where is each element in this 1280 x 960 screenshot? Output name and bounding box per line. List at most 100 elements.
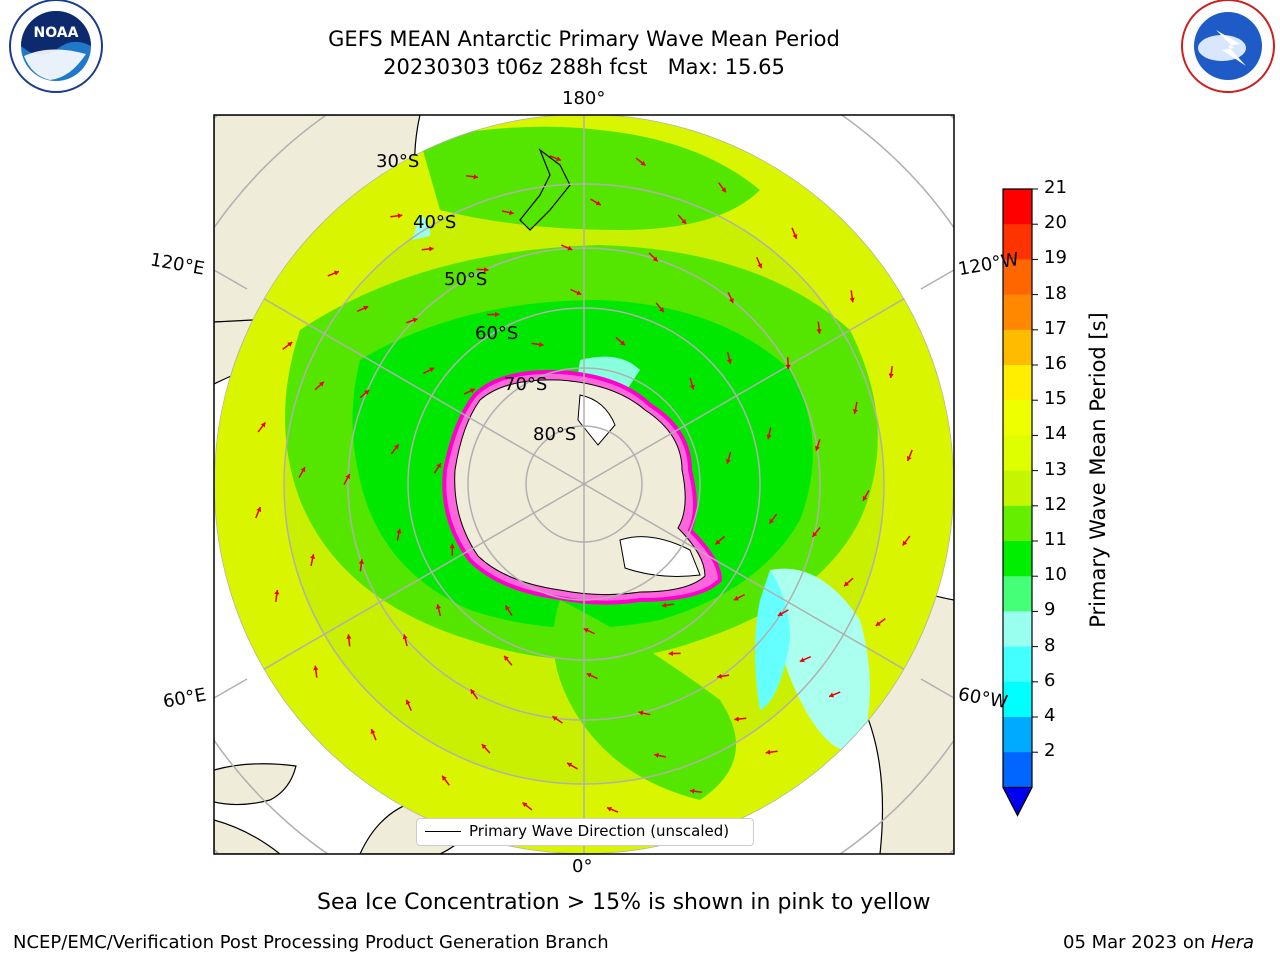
wave-arrow-head	[310, 554, 316, 559]
wave-arrow-head	[799, 657, 805, 663]
wave-arrow-head	[875, 621, 881, 626]
wave-arrow-head	[473, 174, 479, 180]
wave-arrow-head	[412, 317, 418, 323]
latitude-label-70s: 70°S	[504, 374, 548, 395]
wave-arrow-head	[862, 495, 868, 501]
nws-logo	[1181, 0, 1275, 93]
colorbar-segment	[1003, 435, 1032, 472]
colorbar-segment	[1003, 576, 1032, 612]
wave-arrow-head	[902, 540, 908, 546]
legend-label: Primary Wave Direction (unscaled)	[469, 822, 730, 840]
colorbar-tick-label: 9	[1044, 599, 1056, 621]
latitude-label-60s: 60°S	[475, 323, 519, 344]
wave-arrow-head	[595, 200, 601, 206]
graticule	[214, 115, 954, 854]
wave-arrow-head	[481, 744, 487, 749]
wave-arrow-head	[717, 673, 722, 679]
wave-arrow-head	[814, 445, 820, 451]
wave-direction-arrows	[255, 155, 913, 813]
map-subtitle: 20230303 t06z 288h fcst Max: 15.65	[383, 55, 785, 79]
colorbar-tick-label: 18	[1044, 282, 1067, 304]
wave-arrow-head	[256, 506, 262, 512]
colorbar-tick-label: 20	[1044, 212, 1067, 234]
colorbar-segment	[1003, 400, 1032, 436]
wave-arrow-head	[442, 775, 447, 781]
wave-arrow-head	[583, 628, 589, 633]
colorbar-segment	[1003, 365, 1032, 401]
wave-arrow-head	[260, 422, 266, 428]
colorbar-tick-label: 10	[1044, 564, 1067, 586]
wave-arrow-head	[715, 539, 721, 545]
footer-credit: NCEP/EMC/Verification Post Processing Pr…	[13, 932, 609, 953]
colorbar-extend-triangle	[1002, 786, 1033, 817]
wave-arrow-head	[402, 634, 408, 640]
wave-arrow-head	[576, 290, 582, 296]
map-frame	[213, 114, 955, 855]
latitude-label-80s: 80°S	[533, 424, 577, 445]
colorbar-tick-label: 19	[1044, 247, 1067, 269]
wave-arrow-head	[689, 384, 695, 390]
wave-arrow-head	[345, 474, 350, 480]
colorbar-tick-label: 2	[1044, 740, 1056, 762]
wave-arrow-head	[313, 665, 319, 671]
wave-arrow-head	[470, 689, 476, 695]
wave-arrow-head	[726, 358, 732, 364]
wave-arrow-head	[567, 245, 573, 251]
wave-arrow-head	[363, 305, 369, 311]
colorbar-tick-label: 11	[1044, 529, 1067, 550]
wave-arrow-head	[495, 311, 500, 318]
wave-arrow-head	[849, 297, 855, 303]
latitude-label-30s: 30°S	[376, 151, 420, 172]
wave-arrow-head	[792, 233, 798, 239]
wave-arrow-head	[538, 341, 544, 348]
footer-machine: Hera	[1210, 932, 1255, 953]
wave-arrow-head	[734, 716, 739, 722]
wave-arrow-head	[556, 156, 562, 162]
longitude-label-0: 0°	[572, 856, 593, 877]
wave-arrow-head	[319, 381, 324, 387]
footer-date-text: 05 Mar 2023 on	[1063, 932, 1211, 953]
wave-arrow-head	[689, 788, 695, 794]
wave-arrow-head	[358, 559, 364, 564]
wave-arrow-head	[606, 806, 612, 812]
wave-arrow-head	[659, 307, 664, 313]
wave-arrow-head	[681, 219, 687, 224]
colorbar-segment	[1003, 752, 1032, 788]
colorbar-segment	[1003, 329, 1032, 366]
latitude-label-50s: 50°S	[444, 269, 488, 290]
colorbar-segment	[1003, 681, 1032, 718]
wave-arrow-head	[405, 699, 411, 705]
wave-arrow-head	[769, 518, 775, 524]
colorbar-tick-label: 17	[1044, 317, 1067, 339]
colorbar-tick-label: 15	[1044, 388, 1067, 410]
wave-arrow-head	[640, 160, 646, 166]
wave-arrow-head	[274, 589, 280, 595]
wave-arrow-head	[652, 256, 658, 262]
wave-arrow-head	[505, 605, 511, 611]
wave-arrow-head	[766, 434, 772, 440]
wave-arrow-head	[725, 458, 731, 464]
wave-arrow-head	[906, 456, 912, 462]
colorbar-tick-label: 21	[1044, 177, 1067, 198]
wave-arrow-head	[654, 752, 659, 758]
wave-arrow-head	[287, 342, 293, 347]
colorbar-segment	[1003, 541, 1032, 577]
wave-arrow-head	[484, 267, 489, 273]
wave-arrow-head	[844, 581, 849, 587]
wave-arrow-head	[567, 762, 573, 768]
wave-arrow-head	[552, 716, 558, 721]
wave-arrow-head	[436, 604, 442, 610]
wave-arrow-head	[888, 373, 894, 379]
wave-arrow-head	[522, 802, 528, 808]
wave-arrow-head	[812, 531, 818, 537]
colorbar-segment	[1003, 505, 1032, 542]
wave-arrow-head	[429, 367, 435, 373]
wave-arrow-head	[620, 340, 626, 346]
colorbar	[1002, 188, 1038, 817]
wave-arrow-head	[346, 634, 352, 639]
wave-arrow-head	[333, 270, 339, 276]
new-zealand-land	[519, 148, 571, 231]
wave-arrow-head	[393, 444, 399, 450]
wave-arrow-head	[586, 672, 592, 678]
